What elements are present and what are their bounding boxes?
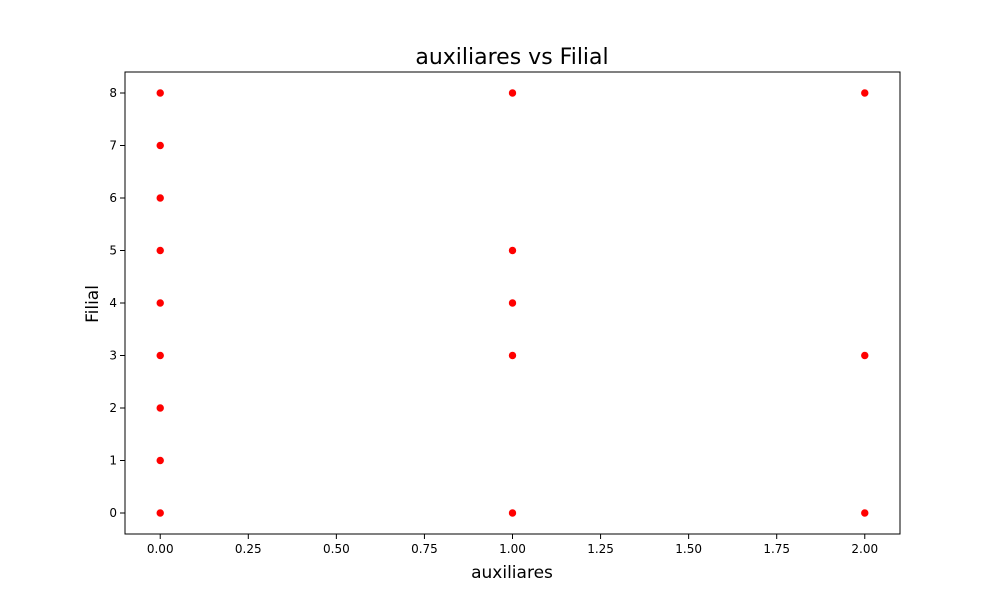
data-point bbox=[155, 141, 165, 150]
data-point bbox=[155, 508, 165, 518]
data-point bbox=[155, 193, 165, 203]
data-point bbox=[508, 88, 517, 98]
x-tick-label: 1.75 bbox=[763, 542, 790, 556]
data-point bbox=[860, 508, 870, 518]
data-point bbox=[155, 403, 165, 413]
x-axis-title: auxiliares bbox=[471, 563, 553, 583]
chart-title: auxiliares vs Filial bbox=[415, 45, 608, 70]
x-tick-label: 0.75 bbox=[411, 542, 438, 556]
x-tick-label: 0.50 bbox=[323, 542, 350, 556]
points-layer bbox=[155, 88, 870, 518]
y-tick-label: 8 bbox=[109, 86, 117, 100]
x-tick-label: 2.00 bbox=[851, 542, 878, 556]
x-tick-label: 1.50 bbox=[675, 542, 702, 556]
y-tick-label: 2 bbox=[109, 401, 117, 415]
data-point bbox=[508, 508, 517, 518]
y-tick-label: 6 bbox=[109, 191, 117, 205]
data-point bbox=[155, 456, 165, 465]
data-point bbox=[155, 351, 165, 360]
y-tick-label: 1 bbox=[109, 454, 117, 468]
plot-frame bbox=[124, 71, 901, 535]
data-point bbox=[155, 298, 165, 308]
data-point bbox=[508, 351, 517, 360]
data-point bbox=[860, 351, 870, 360]
y-tick-label: 4 bbox=[109, 296, 117, 310]
x-tick-label: 1.00 bbox=[499, 542, 526, 556]
y-tick-label: 5 bbox=[109, 244, 117, 258]
y-tick-label: 0 bbox=[109, 506, 117, 520]
x-tick-label: 1.25 bbox=[587, 542, 614, 556]
y-tick-label: 3 bbox=[109, 349, 117, 363]
data-point bbox=[155, 246, 165, 255]
y-axis-title: Filial bbox=[83, 285, 103, 323]
data-point bbox=[860, 88, 870, 98]
x-tick-label: 0.25 bbox=[235, 542, 262, 556]
data-point bbox=[508, 246, 517, 255]
x-tick-label: 0.00 bbox=[147, 542, 174, 556]
ticks-layer: 0.00 0.25 0.50 0.75 1.00 1.25 1.50 1.75 2.00 0 1 2 3… bbox=[109, 86, 878, 556]
data-point bbox=[155, 88, 165, 98]
y-tick-label: 7 bbox=[109, 139, 117, 153]
data-point bbox=[508, 298, 517, 308]
